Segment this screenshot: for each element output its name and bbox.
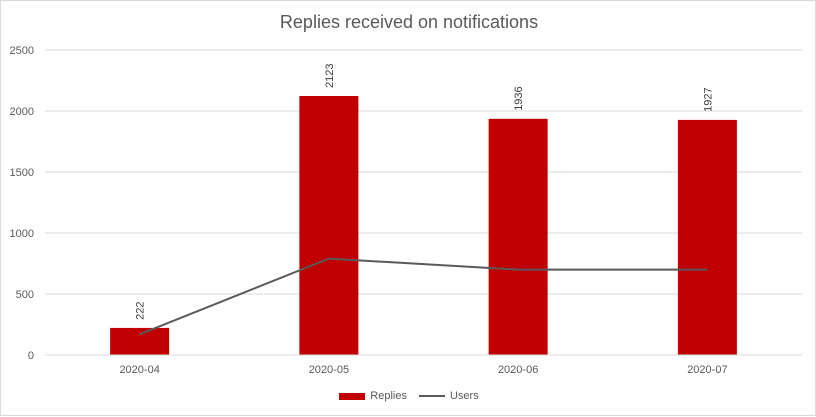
y-tick-label: 1000 bbox=[10, 228, 34, 240]
x-tick-label: 2020-04 bbox=[119, 364, 159, 376]
data-label: 222 bbox=[135, 302, 147, 320]
data-label: 1936 bbox=[513, 86, 525, 110]
bar-2020-05 bbox=[299, 95, 359, 355]
y-tick-label: 500 bbox=[16, 289, 34, 301]
bar-2020-06 bbox=[488, 118, 548, 355]
legend-item-users[interactable]: Users bbox=[418, 390, 479, 402]
data-label: 1927 bbox=[702, 87, 714, 111]
bar-2020-04 bbox=[110, 327, 170, 355]
data-label: 2123 bbox=[324, 64, 336, 88]
y-tick-label: 2500 bbox=[10, 45, 34, 57]
x-axis: 2020-04 2020-05 2020-06 2020-07 bbox=[45, 354, 802, 376]
bar-2020-07 bbox=[677, 119, 737, 355]
line-series bbox=[139, 257, 708, 336]
x-tick-label: 2020-06 bbox=[498, 364, 538, 376]
y-tick-label: 1500 bbox=[10, 167, 34, 179]
y-tick-label: 0 bbox=[28, 350, 34, 362]
legend: Replies Users bbox=[1, 390, 816, 402]
x-tick-label: 2020-07 bbox=[687, 364, 727, 376]
y-tick-label: 2000 bbox=[10, 106, 34, 118]
data-labels: 222 2123 1936 1927 bbox=[135, 64, 715, 320]
legend-swatch-replies bbox=[339, 392, 366, 400]
legend-label-replies: Replies bbox=[370, 390, 407, 402]
chart-title: Replies received on notifications bbox=[279, 12, 539, 32]
x-tick-label: 2020-05 bbox=[309, 364, 349, 376]
legend-label-users: Users bbox=[449, 390, 479, 402]
bar-series bbox=[110, 95, 737, 355]
users-line bbox=[139, 257, 708, 336]
legend-swatch-users bbox=[418, 395, 445, 397]
legend-item-replies[interactable]: Replies bbox=[339, 390, 407, 402]
y-axis: 0 500 1000 1500 2000 2500 bbox=[10, 45, 34, 362]
